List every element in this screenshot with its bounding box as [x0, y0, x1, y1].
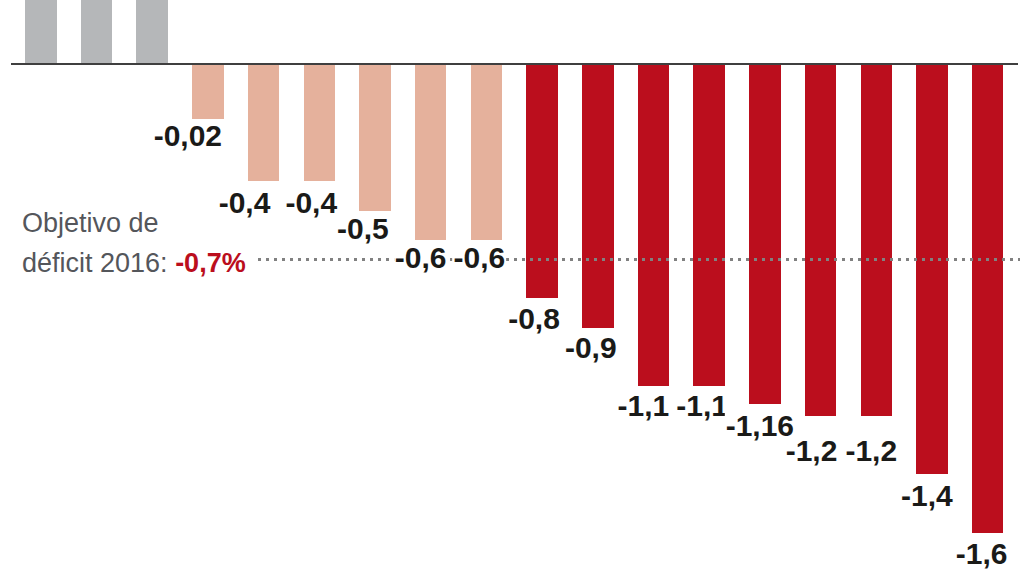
bar-09-10: [582, 64, 614, 328]
bar-value-label: -1,1: [675, 391, 729, 421]
bar-value-label: -0,4: [218, 188, 272, 218]
bar-12-15: [861, 64, 893, 416]
bar-value-label: -1,1: [617, 391, 671, 421]
bar-value-label: -0,5: [336, 214, 390, 244]
bar-value-label: -0,9: [564, 333, 618, 363]
zero-axis-line: [11, 63, 1018, 65]
bar-value-label: -0,6: [452, 243, 506, 273]
bar-value-label: -0,6: [394, 243, 448, 273]
bar-11-11: [638, 64, 670, 386]
bar-04-5: [304, 64, 336, 181]
bar-06-8: [471, 64, 503, 240]
bar-116-13: [749, 64, 781, 404]
bar-value-label: -1,4: [900, 481, 954, 511]
annotation-text-line2: déficit 2016:: [22, 248, 168, 278]
bar-08-9: [526, 64, 558, 298]
target-dotted-line: [258, 258, 1020, 261]
bar-value-label: -0,4: [284, 188, 338, 218]
annotation-line2: déficit 2016: -0,7%: [22, 243, 246, 283]
bar-value-label: -0,8: [507, 304, 561, 334]
bar-14-16: [916, 64, 948, 474]
bar-positive-1: [81, 0, 113, 63]
bar-positive-2: [136, 0, 168, 63]
target-value-label: -0,7%: [175, 248, 246, 278]
annotation-text-line1: Objetivo de: [22, 208, 159, 238]
bar-16-17: [972, 64, 1004, 533]
bar-002-3: [192, 64, 224, 119]
annotation-line1: Objetivo de: [22, 203, 246, 243]
bar-06-7: [415, 64, 447, 240]
deficit-bar-chart: Objetivo de déficit 2016: -0,7% -0,02 -0,…: [0, 0, 1028, 578]
bar-value-label: -1,6: [955, 539, 1009, 569]
deficit-target-annotation: Objetivo de déficit 2016: -0,7%: [22, 203, 246, 283]
bar-positive-0: [25, 0, 57, 63]
bar-value-label: -1,2: [844, 436, 898, 466]
bar-05-6: [359, 64, 391, 211]
bar-04-4: [248, 64, 280, 181]
bar-value-label: -1,2: [785, 436, 839, 466]
bar-12-14: [805, 64, 837, 416]
bar-value-label: -0,02: [153, 121, 223, 151]
bar-11-12: [693, 64, 725, 386]
